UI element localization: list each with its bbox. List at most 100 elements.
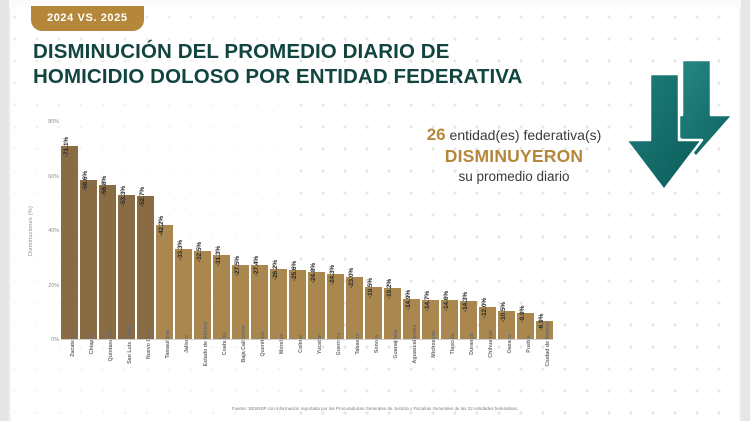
bar[interactable] — [308, 272, 325, 340]
bar[interactable] — [61, 146, 78, 340]
bar-column[interactable]: -12.0% Chihuahua — [479, 122, 496, 358]
x-axis-category-label: Tamaulipas — [164, 329, 171, 359]
bar-value-label: -26.2% — [271, 259, 279, 280]
bar-column[interactable]: -24.8% Yucatán — [308, 122, 325, 354]
bar-column[interactable]: -19.2% Guanajuato — [384, 122, 401, 359]
bar[interactable] — [384, 287, 401, 340]
bar-column[interactable]: -52.7% Nuevo León — [137, 122, 154, 359]
bar-column[interactable]: -58.6% Chiapas — [80, 122, 97, 354]
bar-value-label: -9.9% — [518, 305, 526, 323]
bar[interactable] — [479, 307, 496, 340]
bar-value-label: -6.9% — [537, 313, 545, 331]
bar[interactable] — [118, 194, 135, 340]
bar-column[interactable]: -23.0% Tabasco — [346, 122, 363, 355]
bar[interactable] — [289, 270, 306, 340]
annotation-headline: DISMINUYERON — [444, 146, 584, 166]
bar[interactable] — [403, 299, 420, 340]
x-axis-baseline — [61, 339, 553, 340]
bar[interactable] — [270, 268, 287, 340]
bar-column[interactable]: -6.9% Ciudad de México — [536, 122, 553, 367]
bar-column[interactable]: -27.5% Baja California — [232, 122, 249, 363]
bar-column[interactable]: -19.5% Sonora — [365, 122, 382, 353]
top-band — [9, 0, 741, 7]
bar[interactable] — [175, 249, 192, 340]
x-axis-category-label: San Luis Potosí — [126, 324, 133, 364]
x-axis-category-label: Baja California — [240, 325, 247, 363]
bar-column[interactable]: -14.3% Durango — [460, 122, 477, 355]
bar-value-label: -27.5% — [233, 255, 241, 277]
source-note: Fuente: SESNSP con información reportada… — [231, 406, 519, 411]
bar-column[interactable]: -25.6% Colima — [289, 122, 306, 353]
bar-value-label: -14.6% — [442, 291, 450, 312]
bar-column[interactable]: -10.5% Oaxaca — [498, 122, 515, 353]
bar[interactable] — [327, 273, 344, 340]
y-axis-tick-label: 20% — [48, 282, 59, 289]
bar[interactable] — [213, 254, 230, 340]
bar[interactable] — [517, 313, 534, 340]
bar[interactable] — [194, 251, 211, 340]
summary-annotation: 26 entidad(es) federativa(s) DISMINUYERO… — [398, 125, 630, 186]
bar-column[interactable]: -53.3% San Luis Potosí — [118, 122, 135, 364]
x-axis-category-label: Tabasco — [354, 333, 361, 355]
bar[interactable] — [441, 300, 458, 340]
right-inner-strip — [739, 0, 741, 421]
bar-column[interactable]: -71.1% Zacatecas — [61, 122, 78, 357]
left-edge-strip — [0, 0, 9, 421]
x-axis-category-label: Michoacán — [430, 330, 437, 358]
bar-column[interactable]: -24.3% Guerrero — [327, 122, 344, 355]
bar-value-label: -71.1% — [62, 137, 70, 158]
x-axis-category-label: Nuevo León — [145, 328, 152, 360]
bar-column[interactable]: -33.3% Jalisco — [175, 122, 192, 353]
bar-value-label: -19.2% — [385, 278, 393, 299]
bar-column[interactable]: -14.6% Tlaxcala — [441, 122, 458, 354]
bar[interactable] — [536, 321, 553, 340]
bar-value-label: -14.3% — [461, 291, 469, 313]
bar[interactable] — [498, 311, 515, 340]
chart-plot-area: -71.1% Zacatecas -58.6% Chiapas -56.8% Quinta… — [61, 122, 553, 367]
x-axis-category-label: Aguascalientes — [411, 324, 418, 364]
annotation-line-1: 26 entidad(es) federativa(s) — [398, 125, 630, 145]
bar-value-label: -25.6% — [290, 261, 298, 282]
bar-column[interactable]: -14.7% Michoacán — [422, 122, 439, 358]
y-axis-tick-label: 0% — [51, 337, 59, 343]
bar-column[interactable]: -27.4% Querétaro — [251, 122, 268, 357]
y-axis-tick-label: 40% — [48, 228, 59, 234]
bar-chart: Disminuciones (%) 0% 20% 40% 60% 80% -71.1% Z… — [28, 119, 553, 367]
bar[interactable] — [422, 299, 439, 340]
bar-value-label: -10.5% — [499, 302, 507, 323]
bar-column[interactable]: -26.2% Morelos — [270, 122, 287, 354]
bar-value-label: -24.8% — [309, 263, 317, 284]
bar[interactable] — [251, 265, 268, 340]
bar-column[interactable]: -31.3% Coahuila — [213, 122, 230, 355]
bar-value-label: -14.9% — [404, 290, 412, 311]
page-title: DISMINUCIÓN DEL PROMEDIO DIARIO DE HOMIC… — [33, 40, 633, 89]
x-axis-category-label: Sonora — [373, 334, 380, 354]
bar[interactable] — [460, 301, 477, 340]
bar-column[interactable]: -56.8% Quintana Roo — [99, 122, 116, 361]
x-axis-category-label: Chiapas — [88, 333, 95, 355]
x-axis-category-label: Coahuila — [221, 332, 228, 356]
bar-column[interactable]: -42.2% Tamaulipas — [156, 122, 173, 358]
bar[interactable] — [365, 286, 382, 340]
bar-value-label: -12.0% — [480, 298, 488, 319]
x-axis-category-label: Guanajuato — [392, 329, 399, 359]
bar-value-label: -33.3% — [176, 240, 184, 261]
bar-value-label: -32.5% — [195, 242, 203, 263]
bar[interactable] — [99, 185, 116, 340]
bar-column[interactable]: -32.5% Estado de México — [194, 122, 211, 366]
bar[interactable] — [346, 277, 363, 340]
y-axis-tick-label: 80% — [48, 119, 59, 125]
bar[interactable] — [137, 196, 154, 340]
x-axis-category-label: Jalisco — [183, 335, 190, 353]
bar-column[interactable]: -14.9% Aguascalientes — [403, 122, 420, 363]
bar[interactable] — [156, 225, 173, 340]
x-axis-category-label: Oaxaca — [506, 334, 513, 354]
bar[interactable] — [232, 265, 249, 340]
x-axis-category-label: Tlaxcala — [449, 333, 456, 355]
bar-value-label: -14.7% — [423, 290, 431, 312]
bar-column[interactable]: -9.9% Puebla — [517, 122, 534, 353]
bar[interactable] — [80, 180, 97, 340]
bar-value-label: -53.3% — [119, 185, 127, 206]
bar-value-label: -56.8% — [100, 176, 108, 197]
